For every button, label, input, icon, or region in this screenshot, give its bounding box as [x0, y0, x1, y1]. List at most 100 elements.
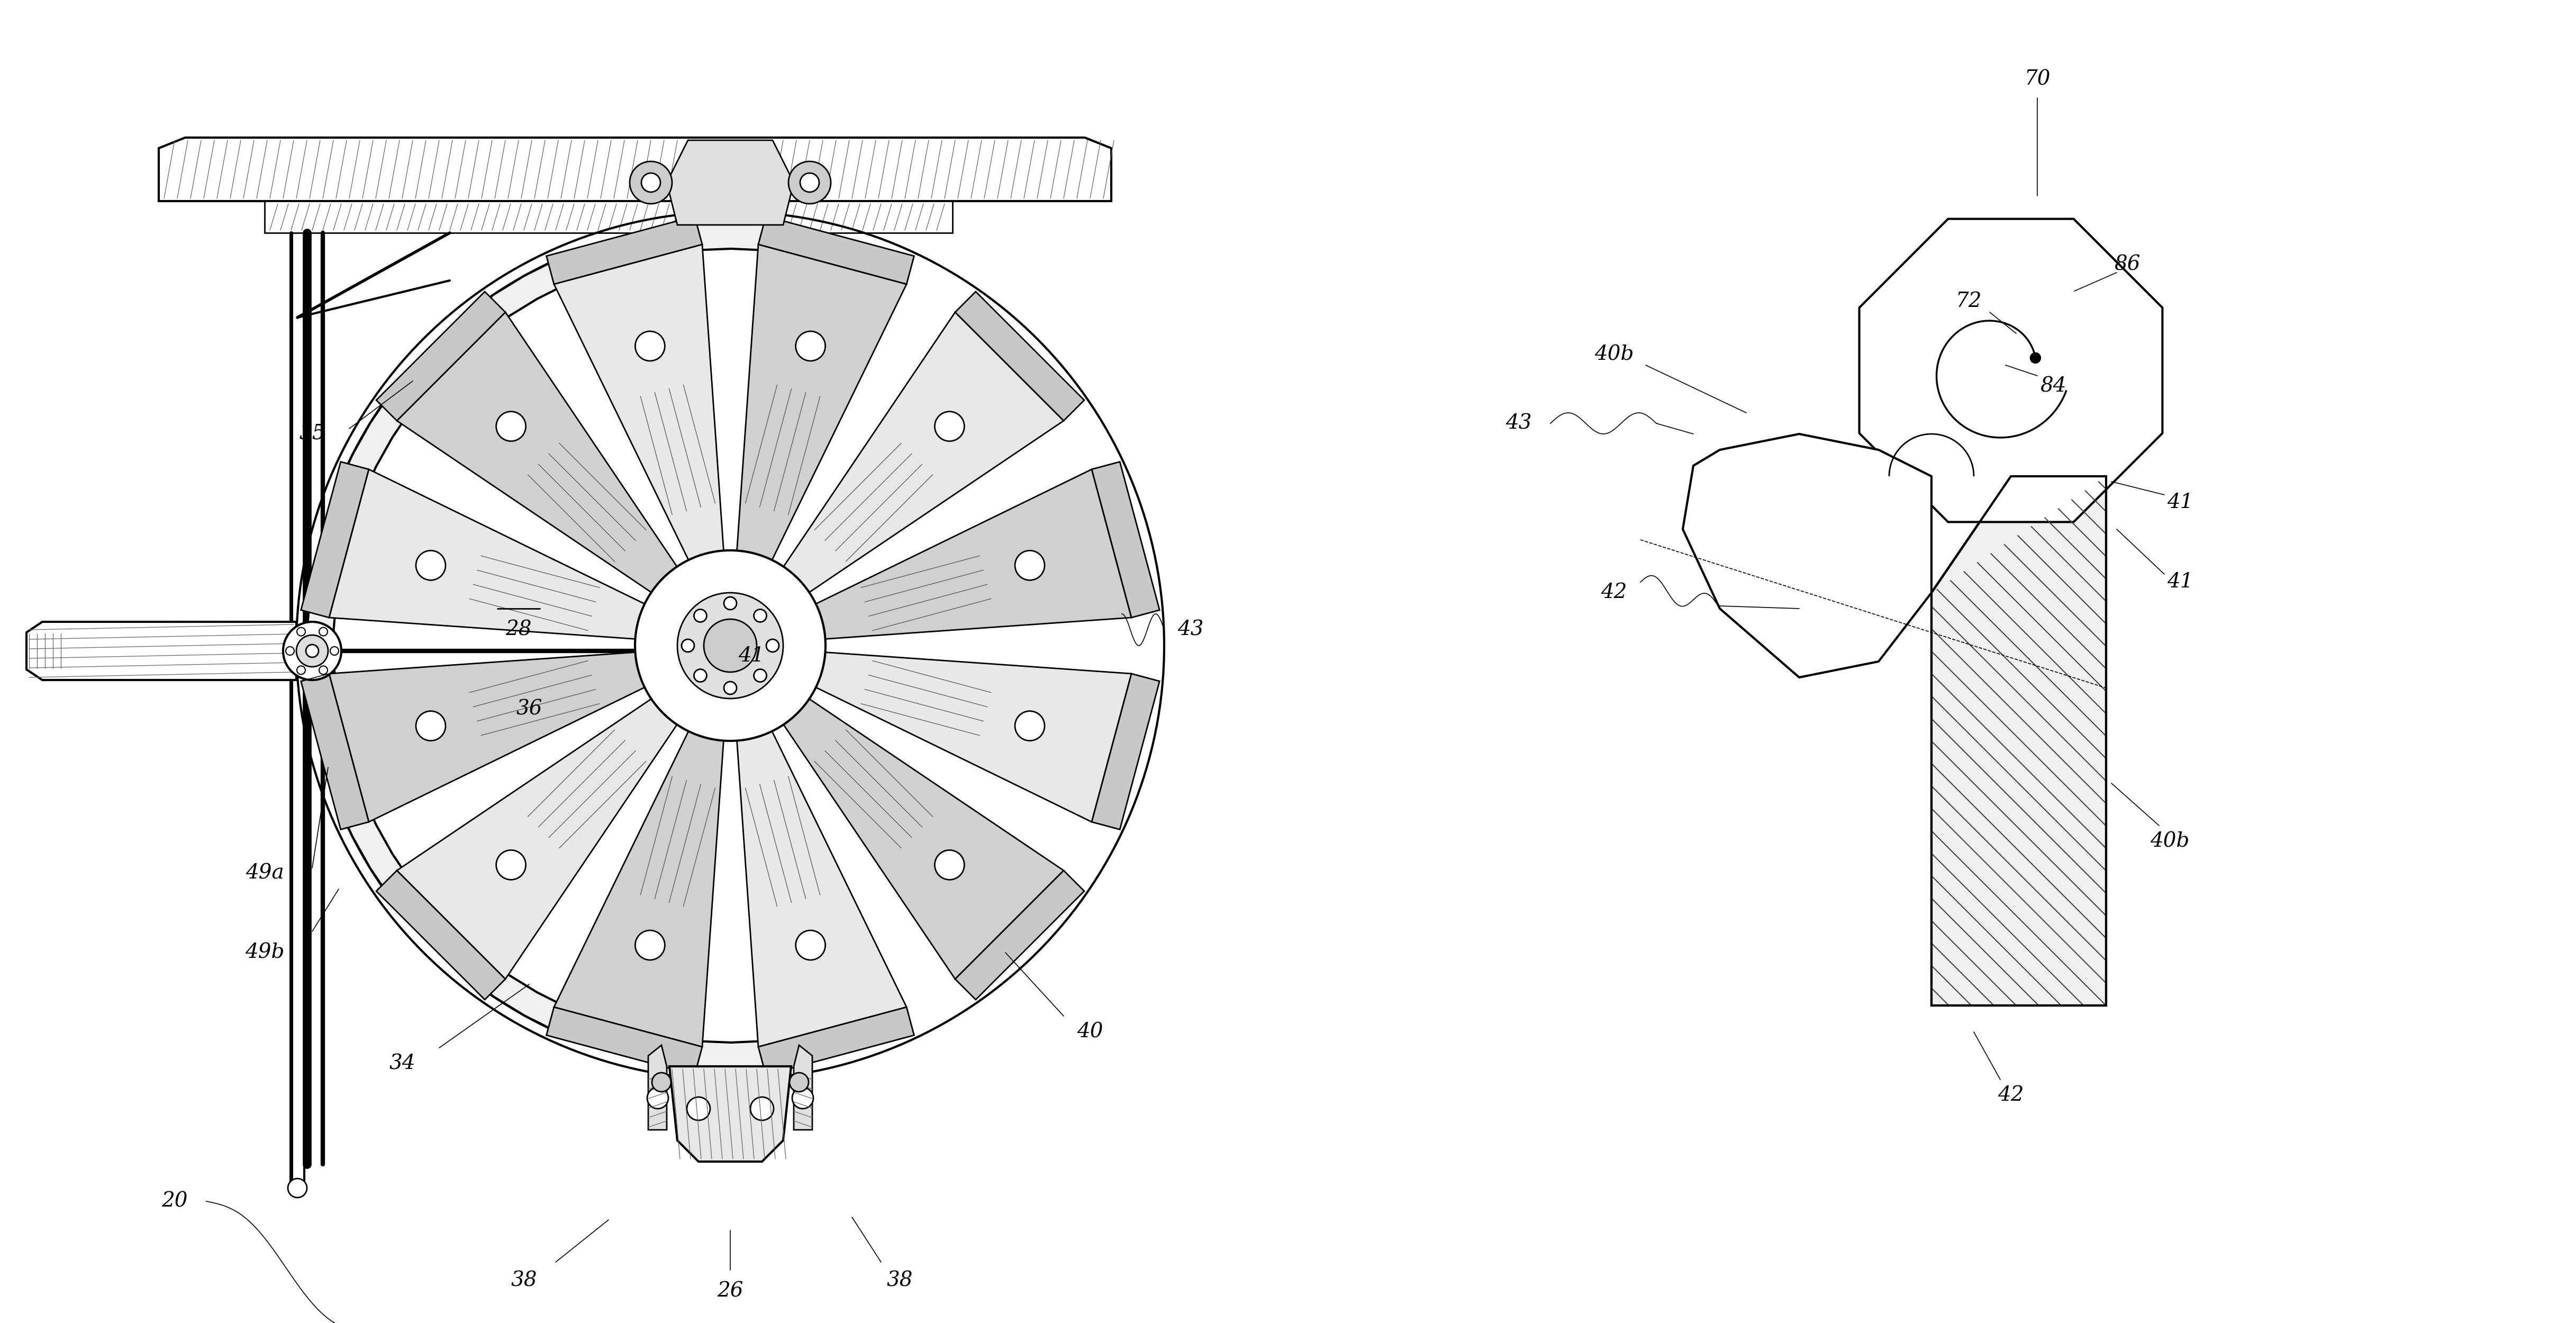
Polygon shape [757, 216, 914, 284]
Text: 49b: 49b [245, 943, 283, 962]
Circle shape [296, 635, 327, 667]
Circle shape [935, 411, 963, 441]
Text: 41: 41 [2166, 493, 2192, 512]
Circle shape [415, 550, 446, 581]
Polygon shape [330, 470, 644, 639]
Circle shape [750, 1097, 773, 1121]
Circle shape [289, 1179, 307, 1197]
Circle shape [793, 1088, 814, 1109]
Text: 42: 42 [1999, 1086, 2025, 1105]
Circle shape [307, 644, 319, 658]
Circle shape [319, 627, 327, 636]
Polygon shape [376, 291, 505, 421]
Polygon shape [783, 699, 1064, 979]
Text: 40: 40 [1077, 1023, 1103, 1041]
Circle shape [693, 610, 706, 622]
Circle shape [693, 669, 706, 681]
Circle shape [688, 1097, 711, 1121]
Polygon shape [397, 699, 677, 979]
Circle shape [788, 1073, 809, 1091]
Text: 41: 41 [739, 647, 765, 665]
Circle shape [652, 1073, 670, 1091]
Text: 38: 38 [510, 1271, 536, 1290]
Circle shape [296, 627, 307, 636]
Polygon shape [26, 622, 296, 680]
Circle shape [683, 639, 696, 652]
Circle shape [755, 610, 768, 622]
Text: 72: 72 [1955, 292, 1981, 311]
Polygon shape [956, 291, 1084, 421]
Polygon shape [1092, 673, 1159, 830]
Circle shape [319, 665, 327, 675]
Circle shape [330, 647, 337, 655]
Circle shape [677, 593, 783, 699]
Circle shape [636, 331, 665, 361]
Circle shape [497, 851, 526, 880]
Text: 43: 43 [1177, 620, 1203, 639]
Polygon shape [376, 871, 505, 1000]
Text: 42: 42 [1600, 583, 1628, 602]
Circle shape [641, 173, 659, 192]
Circle shape [2030, 353, 2040, 364]
Text: 34: 34 [389, 1054, 415, 1073]
Polygon shape [757, 1007, 914, 1076]
Circle shape [724, 681, 737, 695]
Circle shape [796, 331, 824, 361]
Text: 38: 38 [886, 1271, 912, 1290]
Text: 70: 70 [2025, 70, 2050, 89]
Polygon shape [546, 216, 703, 284]
Text: 28: 28 [505, 620, 531, 639]
Circle shape [629, 161, 672, 204]
Polygon shape [1932, 476, 2107, 1005]
Polygon shape [817, 652, 1131, 822]
Text: 40b: 40b [1595, 345, 1633, 364]
Polygon shape [554, 732, 724, 1046]
Circle shape [415, 710, 446, 741]
Polygon shape [667, 140, 793, 225]
Circle shape [755, 669, 768, 681]
Circle shape [935, 851, 963, 880]
Text: 43: 43 [1504, 414, 1533, 433]
Polygon shape [265, 201, 953, 233]
Polygon shape [737, 245, 907, 560]
Circle shape [765, 639, 778, 652]
Polygon shape [330, 652, 644, 822]
Polygon shape [1860, 218, 2161, 523]
Circle shape [647, 1088, 667, 1109]
Polygon shape [737, 732, 907, 1046]
Circle shape [1015, 710, 1046, 741]
Polygon shape [546, 1007, 703, 1076]
Circle shape [1015, 550, 1046, 581]
Circle shape [636, 550, 824, 741]
Text: 86: 86 [2115, 255, 2141, 274]
Text: 40b: 40b [2151, 832, 2190, 851]
Circle shape [283, 622, 340, 680]
Circle shape [296, 665, 307, 675]
Circle shape [286, 647, 294, 655]
Text: 35: 35 [299, 425, 325, 443]
Circle shape [497, 411, 526, 441]
Polygon shape [956, 871, 1084, 1000]
Text: 49a: 49a [245, 864, 283, 882]
Text: 36: 36 [515, 700, 544, 718]
Polygon shape [817, 470, 1131, 639]
Polygon shape [783, 312, 1064, 593]
Polygon shape [307, 222, 768, 1069]
Polygon shape [649, 1045, 667, 1130]
Circle shape [788, 161, 832, 204]
Polygon shape [1092, 462, 1159, 618]
Polygon shape [554, 245, 724, 560]
Text: 41: 41 [2166, 573, 2192, 591]
Polygon shape [397, 312, 677, 593]
Polygon shape [160, 138, 1110, 201]
Polygon shape [301, 462, 368, 618]
Circle shape [796, 930, 824, 960]
Circle shape [703, 619, 757, 672]
Circle shape [801, 173, 819, 192]
Text: 84: 84 [2040, 377, 2066, 396]
Polygon shape [301, 673, 368, 830]
Polygon shape [670, 1066, 791, 1162]
Circle shape [636, 930, 665, 960]
Circle shape [724, 597, 737, 610]
Text: 20: 20 [162, 1192, 188, 1211]
